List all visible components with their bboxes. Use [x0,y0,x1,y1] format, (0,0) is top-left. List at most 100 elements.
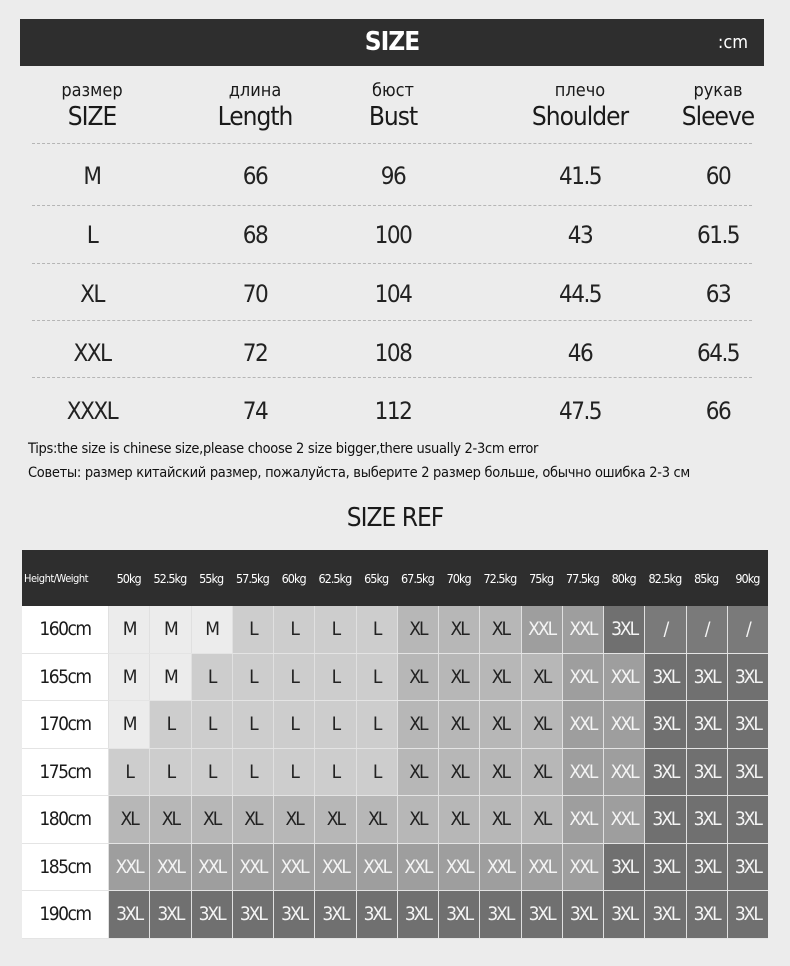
size-cell: 3XL [438,891,480,938]
size-cell: XXL [603,748,645,795]
size-ref-row: 170cm M L L L L L L XL XL XL XL XXL XXL 3XL 3XL 3XL [22,701,768,749]
size-cell: L [355,606,397,653]
size-cell: XL [396,796,438,843]
divider [32,377,752,378]
height-label: 160cm [22,606,108,653]
weight-header: 52.5kg [153,570,188,586]
size-cell: XL [231,796,273,843]
size-cell: XXL [149,843,191,890]
height-label: 170cm [22,701,108,748]
size-cell: XXL [520,606,562,653]
table-cell: M [83,162,102,190]
size-cell: 3XL [644,796,686,843]
table-cell: 47.5 [558,397,603,425]
size-ref-row: 190cm 3XL 3XL 3XL 3XL 3XL 3XL 3XL 3XL 3XL 3XL 3XL 3X… [22,891,768,939]
size-cell: 3XL [644,843,686,890]
size-cell: XL [479,796,521,843]
weight-header: 77.5kg [566,570,600,586]
size-cell: 3XL [149,891,191,938]
weight-header: 67.5kg [401,570,435,586]
size-cell: 3XL [603,843,645,890]
size-cell: L [355,653,397,700]
size-cell: / [726,606,768,653]
size-cell: XL [479,606,521,653]
size-cell: / [644,606,686,653]
size-cell: 3XL [685,891,727,938]
size-cell: M [149,606,191,653]
table-cell: 96 [380,162,407,190]
size-cell: 3XL [726,653,768,700]
table-cell: 63 [705,280,732,308]
table-cell: 61.5 [696,221,741,249]
column-header-en: Shoulder [531,102,629,132]
tip-russian: Советы: размер китайский размер, пожалуй… [28,465,690,481]
weight-header: 72.5kg [483,570,518,586]
size-cell: XL [314,796,356,843]
table-cell: 66 [705,397,732,425]
table-cell: 72 [242,339,269,367]
size-cell: 3XL [603,891,645,938]
size-cell: XXL [561,701,603,748]
size-cell: 3XL [726,843,768,890]
size-cell: XL [520,748,562,795]
weight-header: 62.5kg [318,570,353,586]
table-cell: 66 [242,162,269,190]
size-cell: 3XL [108,891,150,938]
weight-header: 55kg [199,570,224,586]
size-cell: XL [520,701,562,748]
size-cell: XL [438,796,480,843]
height-label: 175cm [22,748,108,795]
size-cell: XL [520,796,562,843]
size-cell: XL [149,796,191,843]
divider [32,205,752,206]
size-cell: L [190,748,232,795]
table-cell: 104 [374,280,413,308]
size-cell: L [108,748,150,795]
size-title: SIZE [364,27,421,57]
size-ref-grid: Height/Weight 50kg 52.5kg 55kg 57.5kg 60kg 62… [22,550,768,939]
size-cell: M [190,606,232,653]
size-cell: XL [355,796,397,843]
size-cell: XL [108,796,150,843]
weight-header: 82.5kg [648,570,683,586]
size-cell: 3XL [520,891,562,938]
table-cell: 68 [242,221,269,249]
size-cell: L [273,748,315,795]
size-cell: XXL [108,843,150,890]
size-cell: 3XL [396,891,438,938]
size-cell: 3XL [603,606,645,653]
column-header-ru: длина [228,80,282,101]
size-cell: L [231,748,273,795]
size-cell: XXL [520,843,562,890]
size-cell: XL [190,796,232,843]
size-cell: / [685,606,727,653]
table-cell: XXXL [66,397,119,425]
size-ref-row: 160cm M M M L L L L XL XL XL XXL XXL 3XL / / / [22,606,768,654]
size-cell: 3XL [685,748,727,795]
table-cell: 64.5 [696,339,741,367]
size-cell: XL [396,606,438,653]
weight-header: 80kg [611,570,637,586]
size-cell: L [231,653,273,700]
size-cell: XXL [603,701,645,748]
weight-header: 57.5kg [236,570,270,586]
size-cell: L [231,701,273,748]
size-cell: 3XL [685,701,727,748]
size-cell: XL [479,653,521,700]
size-cell: XXL [603,653,645,700]
size-cell: XXL [231,843,273,890]
size-cell: 3XL [726,891,768,938]
size-cell: XL [520,653,562,700]
height-label: 165cm [22,653,108,700]
size-cell: XL [396,653,438,700]
unit-label: :cm [717,32,748,53]
column-header-ru: рукав [693,80,743,101]
size-cell: L [273,701,315,748]
size-cell: L [190,653,232,700]
table-cell: XL [80,280,105,308]
size-cell: 3XL [644,891,686,938]
column-header-en: Sleeve [681,102,755,132]
table-cell: 70 [242,280,269,308]
size-cell: XXL [314,843,356,890]
column-header-en: SIZE [67,102,118,132]
